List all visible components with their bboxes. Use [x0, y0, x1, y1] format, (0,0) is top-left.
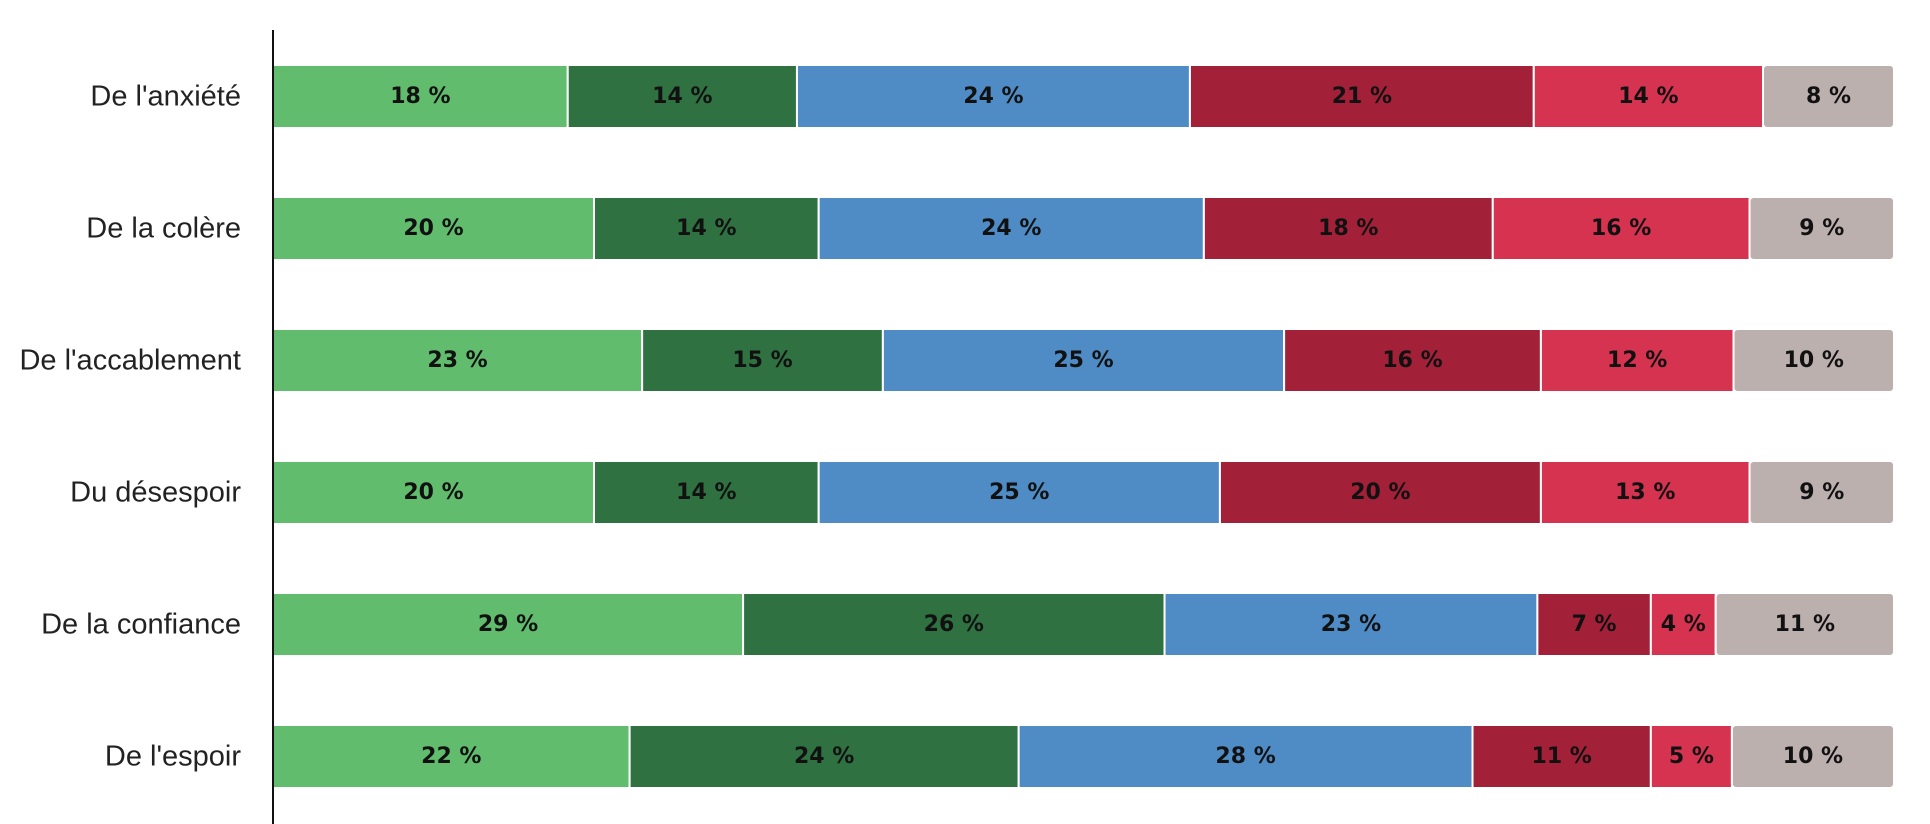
bar-segment: [272, 64, 569, 129]
data-label: 13 %: [1615, 480, 1675, 505]
bar-segment: [1202, 196, 1494, 261]
data-label: 25 %: [1053, 348, 1113, 373]
data-label: 9 %: [1799, 216, 1844, 241]
category-label: De l'anxiété: [90, 81, 241, 113]
bar-segment: [1714, 592, 1895, 657]
bar-segment: [272, 460, 595, 525]
data-label: 21 %: [1332, 84, 1392, 109]
bar-segment: [881, 328, 1286, 393]
bar-segment: [1762, 64, 1896, 129]
data-label: 14 %: [1618, 84, 1678, 109]
bar-segment: [817, 196, 1205, 261]
data-label: 10 %: [1784, 348, 1844, 373]
data-label: 22 %: [421, 744, 481, 769]
data-label: 15 %: [732, 348, 792, 373]
data-label: 12 %: [1607, 348, 1667, 373]
bar-segment: [1283, 328, 1542, 393]
bar-segment: [566, 64, 798, 129]
data-label: 24 %: [963, 84, 1023, 109]
data-label: 10 %: [1783, 744, 1843, 769]
data-label: 16 %: [1591, 216, 1651, 241]
category-labels: De l'anxiété De la colère De l'accablement…: [19, 81, 241, 773]
data-label: 29 %: [478, 612, 538, 637]
data-label: 18 %: [1318, 216, 1378, 241]
category-label: De la colère: [86, 213, 241, 245]
bar-segment: [1748, 460, 1895, 525]
data-label: 14 %: [676, 216, 736, 241]
data-label: 11 %: [1532, 744, 1592, 769]
data-label: 5 %: [1669, 744, 1714, 769]
bar-segment: [1730, 724, 1896, 789]
bar-segment: [1732, 328, 1896, 393]
bar-segment: [1017, 724, 1474, 789]
data-label: 20 %: [403, 480, 463, 505]
bar-segment: [1218, 460, 1542, 525]
data-label: 23 %: [427, 348, 487, 373]
data-label: 23 %: [1321, 612, 1381, 637]
data-label: 14 %: [652, 84, 712, 109]
data-label: 11 %: [1775, 612, 1835, 637]
category-label: Du désespoir: [70, 477, 241, 509]
bar-segment: [1471, 724, 1652, 789]
bar-segment: [272, 196, 595, 261]
bars: 18 % 14 % 24 % 21 % 14 % 8 % 20 % 14 % 24 % 18 % 1…: [272, 64, 1896, 789]
bar-segment: [272, 592, 745, 657]
category-label: De l'espoir: [105, 741, 241, 773]
data-label: 28 %: [1215, 744, 1275, 769]
data-label: 25 %: [989, 480, 1049, 505]
bar-segment: [628, 724, 1020, 789]
category-label: De la confiance: [41, 609, 241, 641]
data-label: 24 %: [794, 744, 854, 769]
data-label: 20 %: [1350, 480, 1410, 505]
data-label: 26 %: [924, 612, 984, 637]
data-label: 16 %: [1382, 348, 1442, 373]
data-label: 4 %: [1661, 612, 1706, 637]
bar-segment: [641, 328, 884, 393]
bar-segment: [592, 460, 820, 525]
bar-segment: [817, 460, 1221, 525]
data-label: 9 %: [1799, 480, 1844, 505]
data-label: 24 %: [981, 216, 1041, 241]
data-label: 20 %: [403, 216, 463, 241]
bar-segment: [1532, 64, 1765, 129]
bar-segment: [1491, 196, 1751, 261]
bar-segment: [795, 64, 1191, 129]
bar-segment: [1649, 724, 1733, 789]
data-label: 18 %: [390, 84, 450, 109]
bar-segment: [1748, 196, 1895, 261]
data-label: 14 %: [676, 480, 736, 505]
data-label: 7 %: [1572, 612, 1617, 637]
bar-segment: [1536, 592, 1652, 657]
category-label: De l'accablement: [19, 345, 241, 377]
bar-segment: [742, 592, 1166, 657]
bar-segment: [272, 328, 644, 393]
data-label: 8 %: [1806, 84, 1851, 109]
